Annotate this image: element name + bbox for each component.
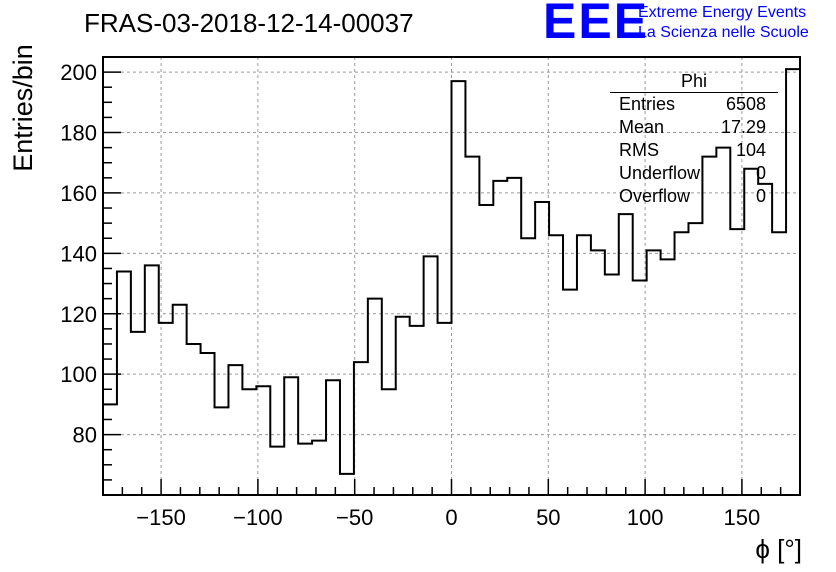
y-tick-label: 180 [60,121,97,146]
y-tick-label: 120 [60,302,97,327]
stats-label: Mean [619,117,665,137]
chart-title: FRAS-03-2018-12-14-00037 [84,8,414,38]
stats-value: 0 [755,163,766,183]
stats-row-overflow: Overflow 0 [610,185,778,208]
y-tick-label: 100 [60,362,97,387]
axis-ticks [103,56,782,495]
stats-title: Phi [610,70,778,93]
x-tick-label: 100 [627,505,664,530]
stats-value: 6508 [725,94,766,114]
x-tick-label: −50 [336,505,373,530]
x-axis-label: ϕ [°] [755,534,802,564]
stats-value: 0 [755,186,766,206]
histogram-series-line [103,68,800,475]
x-tick-label: 50 [536,505,560,530]
stats-row-entries: Entries 6508 [610,93,778,116]
logo-caption-line2: La Scienza nelle Scuole [638,24,809,41]
x-tick-label: 150 [724,505,761,530]
y-tick-label: 160 [60,181,97,206]
stats-value: 104 [735,140,766,160]
stats-label: RMS [619,140,659,160]
x-tick-label: 0 [445,505,457,530]
stats-label: Underflow [619,163,701,183]
y-axis-label: Entries/bin [8,44,38,172]
stats-box: Phi Entries 6508 Mean 17.29 RMS 104 Unde… [610,70,778,208]
axis-tick-labels: −150 −100 −50 0 50 100 150 80 100 120 140 160 180 200 [60,60,760,530]
logo-caption-line1: Extreme Energy Events [638,4,807,21]
eee-logo: EEE [543,0,650,49]
y-tick-label: 200 [60,60,97,85]
stats-row-rms: RMS 104 [610,139,778,162]
stats-label: Overflow [619,186,691,206]
stats-row-underflow: Underflow 0 [610,162,778,185]
y-tick-label: 140 [60,241,97,266]
y-tick-label: 80 [73,423,97,448]
x-tick-label: −100 [233,505,283,530]
stats-label: Entries [619,94,676,114]
x-tick-label: −150 [136,505,186,530]
stats-value: 17.29 [720,117,766,137]
stats-row-mean: Mean 17.29 [610,116,778,139]
